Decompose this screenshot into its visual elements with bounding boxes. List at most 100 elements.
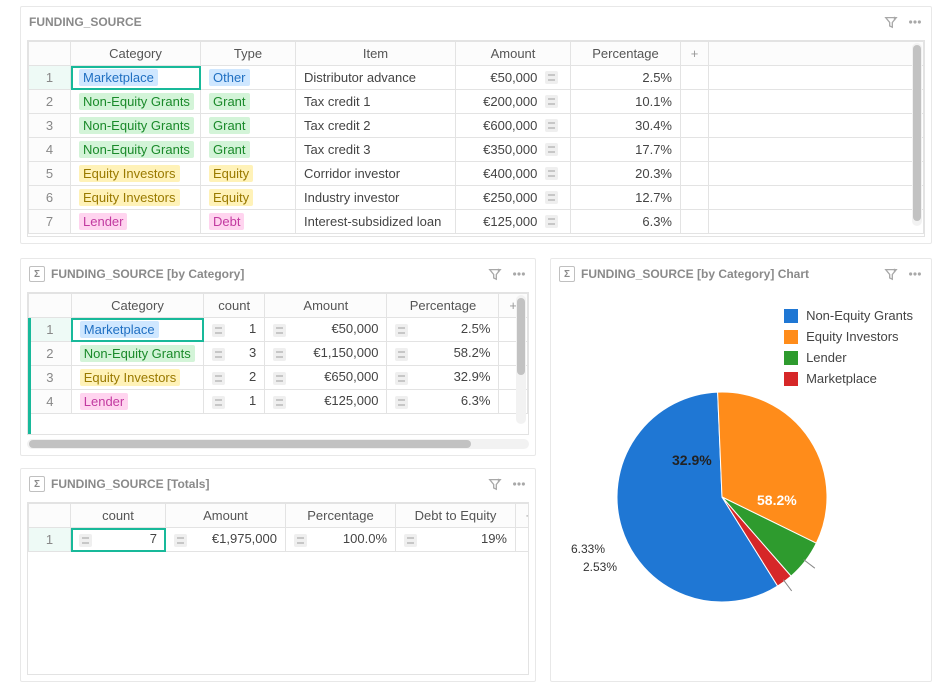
table-cell[interactable]: Grant <box>201 90 296 114</box>
row-number[interactable]: 6 <box>29 186 71 210</box>
row-number[interactable]: 4 <box>29 138 71 162</box>
table-row[interactable]: 3Non-Equity GrantsGrantTax credit 2€600,… <box>29 114 924 138</box>
table-cell[interactable]: 1 <box>204 318 265 342</box>
table-row[interactable]: 7LenderDebtInterest-subsidized loan€125,… <box>29 210 924 234</box>
table-cell[interactable]: Tax credit 2 <box>296 114 456 138</box>
table-cell[interactable]: Grant <box>201 114 296 138</box>
table-cell[interactable]: 100.0% <box>286 528 396 552</box>
table-cell[interactable]: €50,000 <box>456 66 571 90</box>
legend-item[interactable]: Lender <box>784 350 913 365</box>
table-cell[interactable]: 32.9% <box>387 366 499 390</box>
filter-icon[interactable] <box>485 264 505 284</box>
table-cell[interactable]: 17.7% <box>571 138 681 162</box>
legend-item[interactable]: Equity Investors <box>784 329 913 344</box>
row-number[interactable]: 2 <box>29 90 71 114</box>
table-cell[interactable]: Non-Equity Grants <box>71 90 201 114</box>
column-header[interactable]: Percentage <box>387 294 499 318</box>
table-cell[interactable]: 7 <box>71 528 166 552</box>
bycat-table[interactable]: CategorycountAmountPercentage+1Marketpla… <box>28 293 528 414</box>
table-cell[interactable]: Interest-subsidized loan <box>296 210 456 234</box>
rownum-header[interactable] <box>29 42 71 66</box>
table-cell[interactable]: Lender <box>71 390 203 414</box>
column-header[interactable]: Amount <box>166 504 286 528</box>
table-row[interactable]: 17€1,975,000100.0%19% <box>29 528 529 552</box>
horizontal-scrollbar[interactable] <box>27 439 529 449</box>
table-cell[interactable]: 10.1% <box>571 90 681 114</box>
table-cell[interactable]: €600,000 <box>456 114 571 138</box>
table-cell[interactable]: Equity Investors <box>71 186 201 210</box>
row-number[interactable]: 1 <box>29 66 71 90</box>
table-cell[interactable]: Debt <box>201 210 296 234</box>
table-cell[interactable]: €1,150,000 <box>265 342 387 366</box>
table-row[interactable]: 4Non-Equity GrantsGrantTax credit 3€350,… <box>29 138 924 162</box>
table-cell[interactable]: Distributor advance <box>296 66 456 90</box>
table-cell[interactable]: Non-Equity Grants <box>71 138 201 162</box>
vertical-scrollbar[interactable] <box>516 295 526 424</box>
table-cell[interactable]: 20.3% <box>571 162 681 186</box>
table-cell[interactable]: €400,000 <box>456 162 571 186</box>
filter-icon[interactable] <box>881 264 901 284</box>
table-cell[interactable]: Equity <box>201 186 296 210</box>
more-icon[interactable] <box>509 474 529 494</box>
legend-item[interactable]: Marketplace <box>784 371 913 386</box>
table-cell[interactable]: €1,975,000 <box>166 528 286 552</box>
column-header[interactable]: Type <box>201 42 296 66</box>
table-cell[interactable]: €50,000 <box>265 318 387 342</box>
table-cell[interactable]: Tax credit 3 <box>296 138 456 162</box>
table-cell[interactable]: 2 <box>204 366 265 390</box>
table-cell[interactable]: €650,000 <box>265 366 387 390</box>
table-row[interactable]: 2Non-Equity Grants3€1,150,00058.2% <box>29 342 528 366</box>
table-row[interactable]: 6Equity InvestorsEquityIndustry investor… <box>29 186 924 210</box>
add-column-button[interactable]: + <box>516 504 529 528</box>
table-cell[interactable]: 6.3% <box>571 210 681 234</box>
table-cell[interactable]: €125,000 <box>456 210 571 234</box>
table-cell[interactable]: Other <box>201 66 296 90</box>
table-cell[interactable]: 19% <box>396 528 516 552</box>
table-row[interactable]: 2Non-Equity GrantsGrantTax credit 1€200,… <box>29 90 924 114</box>
table-row[interactable]: 5Equity InvestorsEquityCorridor investor… <box>29 162 924 186</box>
column-header[interactable]: Amount <box>456 42 571 66</box>
table-cell[interactable]: €250,000 <box>456 186 571 210</box>
totals-table[interactable]: countAmountPercentageDebt to Equity+17€1… <box>28 503 528 552</box>
rownum-header[interactable] <box>29 294 72 318</box>
row-number[interactable]: 2 <box>29 342 72 366</box>
column-header[interactable]: Category <box>71 42 201 66</box>
filter-icon[interactable] <box>485 474 505 494</box>
table-cell[interactable]: 2.5% <box>387 318 499 342</box>
column-header[interactable]: Item <box>296 42 456 66</box>
column-header[interactable]: Debt to Equity <box>396 504 516 528</box>
row-number[interactable]: 4 <box>29 390 72 414</box>
table-cell[interactable]: Non-Equity Grants <box>71 114 201 138</box>
rownum-header[interactable] <box>29 504 71 528</box>
more-icon[interactable] <box>905 12 925 32</box>
table-cell[interactable]: Equity Investors <box>71 162 201 186</box>
row-number[interactable]: 3 <box>29 114 71 138</box>
table-row[interactable]: 3Equity Investors2€650,00032.9% <box>29 366 528 390</box>
row-number[interactable]: 5 <box>29 162 71 186</box>
table-cell[interactable]: 2.5% <box>571 66 681 90</box>
column-header[interactable]: Category <box>71 294 203 318</box>
column-header[interactable]: Percentage <box>286 504 396 528</box>
more-icon[interactable] <box>509 264 529 284</box>
table-cell[interactable]: Equity Investors <box>71 366 203 390</box>
table-cell[interactable]: Equity <box>201 162 296 186</box>
table-cell[interactable]: Industry investor <box>296 186 456 210</box>
table-cell[interactable]: €200,000 <box>456 90 571 114</box>
table-cell[interactable]: 12.7% <box>571 186 681 210</box>
more-icon[interactable] <box>905 264 925 284</box>
table-cell[interactable]: Grant <box>201 138 296 162</box>
table-cell[interactable]: 6.3% <box>387 390 499 414</box>
table-cell[interactable]: €350,000 <box>456 138 571 162</box>
table-row[interactable]: 4Lender1€125,0006.3% <box>29 390 528 414</box>
table-row[interactable]: 1MarketplaceOtherDistributor advance€50,… <box>29 66 924 90</box>
table-cell[interactable]: €125,000 <box>265 390 387 414</box>
table-row[interactable]: 1Marketplace1€50,0002.5% <box>29 318 528 342</box>
table-cell[interactable]: Non-Equity Grants <box>71 342 203 366</box>
row-number[interactable]: 7 <box>29 210 71 234</box>
vertical-scrollbar[interactable] <box>912 43 922 226</box>
filter-icon[interactable] <box>881 12 901 32</box>
table-cell[interactable]: Marketplace <box>71 66 201 90</box>
main-table[interactable]: CategoryTypeItemAmountPercentage+1Market… <box>28 41 924 234</box>
column-header[interactable]: Amount <box>265 294 387 318</box>
table-cell[interactable]: Lender <box>71 210 201 234</box>
